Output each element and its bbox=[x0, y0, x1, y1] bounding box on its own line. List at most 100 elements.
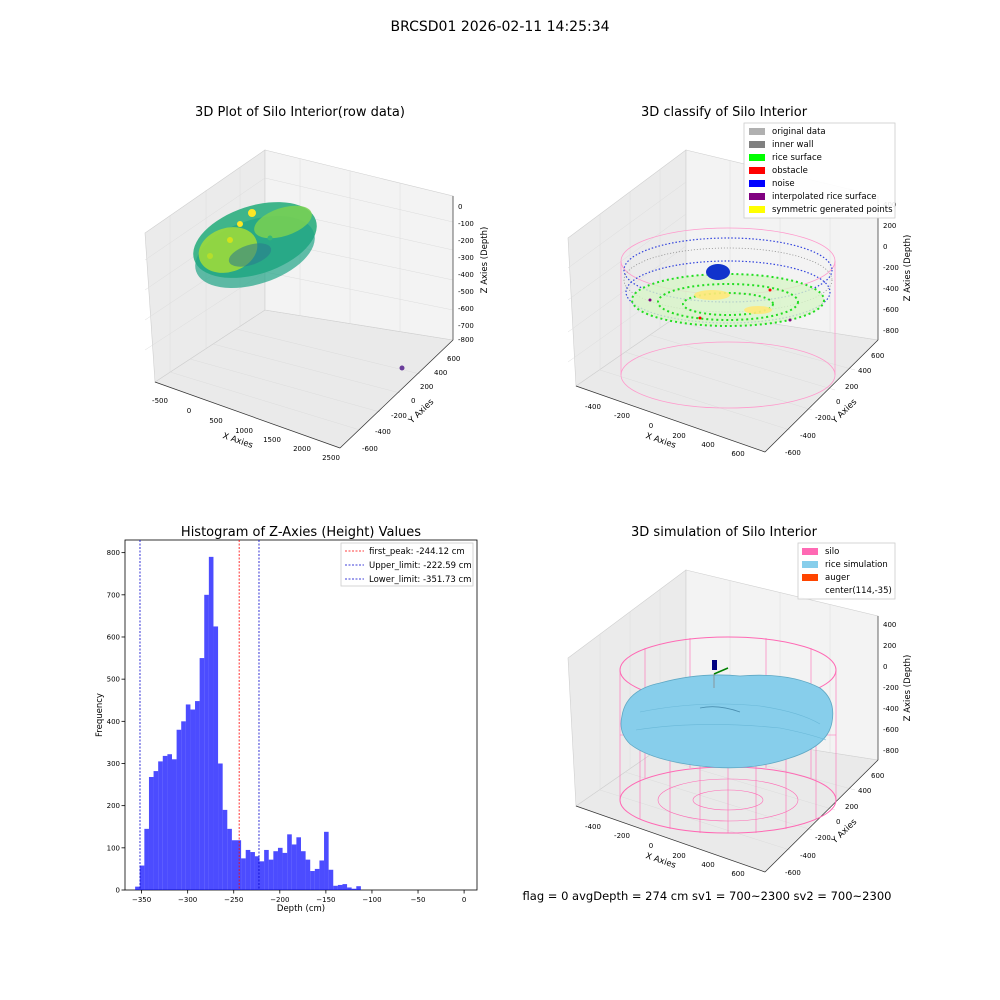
raw-x-tick: 2500 bbox=[322, 454, 340, 462]
simulation-y-tick: -400 bbox=[800, 852, 816, 860]
classify-z-tick: -200 bbox=[883, 264, 899, 272]
histogram-bar bbox=[181, 721, 186, 890]
legend-label: symmetric generated points bbox=[772, 205, 893, 215]
simulation-z-tick: -400 bbox=[883, 705, 899, 713]
simulation-x-ticks: -400 -200 0 200 400 600 bbox=[585, 823, 745, 878]
histogram-bars bbox=[135, 556, 361, 890]
histogram-bar bbox=[264, 849, 269, 890]
simulation-y-tick: 200 bbox=[845, 803, 858, 811]
y-tick-label: 500 bbox=[107, 676, 120, 684]
histogram-bar bbox=[259, 861, 265, 890]
histogram-bar bbox=[144, 828, 149, 890]
raw-x-ticks: -500 0 500 1000 1500 2000 2500 bbox=[152, 397, 340, 462]
legend-label: interpolated rice surface bbox=[772, 192, 877, 202]
raw-axes-box bbox=[144, 149, 454, 449]
raw-z-ticks: 0 -100 -200 -300 -400 -500 -600 -700 -80… bbox=[458, 203, 474, 344]
legend-label: first_peak: -244.12 cm bbox=[369, 547, 465, 557]
panel-raw: 3D Plot of Silo Interior(row data) bbox=[144, 105, 490, 462]
legend-swatch bbox=[749, 180, 765, 187]
simulation-legend: silo rice simulation auger center(114,-3… bbox=[797, 542, 896, 600]
simulation-y-tick: -600 bbox=[785, 869, 801, 877]
x-tick-label: −250 bbox=[224, 896, 243, 904]
classify-y-ticks: -600 -400 -200 0 200 400 600 bbox=[785, 352, 884, 457]
raw-y-tick: -400 bbox=[375, 428, 391, 436]
y-tick-label: 0 bbox=[116, 887, 120, 895]
legend-item: Lower_limit: -351.73 cm bbox=[345, 575, 471, 585]
raw-z-tick: -100 bbox=[458, 220, 474, 228]
raw-x-tick: 500 bbox=[209, 417, 222, 425]
y-tick-label: 700 bbox=[107, 591, 120, 599]
legend-label: Upper_limit: -222.59 cm bbox=[369, 561, 472, 571]
panel-classify-title: 3D classify of Silo Interior bbox=[641, 105, 808, 120]
simulation-y-label: Y Axies bbox=[829, 817, 859, 847]
histogram-bar bbox=[222, 809, 228, 890]
raw-z-tick: -700 bbox=[458, 322, 474, 330]
classify-legend: original data inner wall rice surface ob… bbox=[743, 122, 896, 219]
classify-z-tick: -800 bbox=[883, 327, 899, 335]
raw-x-tick: 0 bbox=[187, 407, 191, 415]
histogram-bar bbox=[167, 754, 172, 890]
simulation-z-ticks: 400 200 0 -200 -400 -600 -800 bbox=[883, 621, 899, 755]
figure-title: BRCSD01 2026-02-11 14:25:34 bbox=[390, 19, 609, 35]
histogram-bar bbox=[236, 840, 242, 890]
histogram-bar bbox=[347, 887, 352, 890]
legend-swatch bbox=[802, 574, 818, 581]
histogram-bar bbox=[310, 871, 315, 890]
histogram-x-ticks: −350 −300 −250 −200 −150 −100 −50 0 bbox=[132, 890, 466, 904]
histogram-bar bbox=[208, 556, 214, 890]
raw-x-tick: -500 bbox=[152, 397, 168, 405]
classify-z-tick: 200 bbox=[883, 222, 896, 230]
histogram-bar bbox=[176, 729, 182, 890]
y-tick-label: 800 bbox=[107, 549, 120, 557]
legend-swatch bbox=[749, 154, 765, 161]
simulation-z-tick: -800 bbox=[883, 747, 899, 755]
histogram-bar bbox=[241, 858, 246, 890]
raw-y-tick: 600 bbox=[447, 355, 460, 363]
raw-z-label: Z Axies (Depth) bbox=[480, 227, 490, 294]
histogram-bar bbox=[282, 852, 288, 890]
simulation-x-tick: 0 bbox=[649, 842, 653, 850]
histogram-bar bbox=[291, 844, 297, 890]
simulation-z-tick: -600 bbox=[883, 726, 899, 734]
classify-y-tick: 600 bbox=[871, 352, 884, 360]
histogram-bar bbox=[195, 701, 200, 890]
histogram-bar bbox=[296, 837, 301, 890]
simulation-x-tick: 400 bbox=[701, 861, 714, 869]
histogram-bar bbox=[171, 759, 177, 890]
legend-item: auger bbox=[802, 573, 850, 583]
raw-z-tick: -400 bbox=[458, 271, 474, 279]
legend-item: original data bbox=[749, 127, 826, 137]
y-tick-label: 200 bbox=[107, 802, 120, 810]
histogram-bar bbox=[324, 831, 329, 890]
histogram-reference-lines bbox=[139, 540, 260, 890]
raw-z-tick: -600 bbox=[458, 305, 474, 313]
classify-y-tick: -600 bbox=[785, 449, 801, 457]
classify-z-ticks: 400 200 0 -200 -400 -600 -800 bbox=[883, 201, 899, 335]
histogram-bar bbox=[250, 852, 255, 890]
classify-z-tick: -600 bbox=[883, 306, 899, 314]
classify-x-tick: 200 bbox=[672, 432, 685, 440]
simulation-x-tick: -200 bbox=[614, 832, 630, 840]
panel-raw-title: 3D Plot of Silo Interior(row data) bbox=[195, 105, 405, 120]
legend-item: first_peak: -244.12 cm bbox=[345, 547, 465, 557]
simulation-z-tick: -200 bbox=[883, 684, 899, 692]
histogram-bar bbox=[319, 860, 325, 890]
legend-item: inner wall bbox=[749, 140, 813, 150]
classify-x-tick: 400 bbox=[701, 441, 714, 449]
x-tick-label: −100 bbox=[362, 896, 381, 904]
legend-label: center(114,-35) bbox=[825, 586, 892, 596]
raw-z-tick: -300 bbox=[458, 254, 474, 262]
histogram-bar bbox=[305, 859, 311, 890]
legend-swatch bbox=[749, 193, 765, 200]
classify-z-tick: -400 bbox=[883, 285, 899, 293]
legend-label: original data bbox=[772, 127, 826, 137]
simulation-x-tick: 200 bbox=[672, 852, 685, 860]
histogram-bar bbox=[199, 658, 205, 890]
simulation-z-tick: 200 bbox=[883, 642, 896, 650]
classify-y-tick: 400 bbox=[858, 367, 871, 375]
simulation-y-tick: 400 bbox=[858, 787, 871, 795]
histogram-bar bbox=[277, 847, 283, 890]
histogram-bar bbox=[314, 868, 320, 890]
legend-swatch bbox=[749, 167, 765, 174]
legend-label: obstacle bbox=[772, 166, 808, 176]
